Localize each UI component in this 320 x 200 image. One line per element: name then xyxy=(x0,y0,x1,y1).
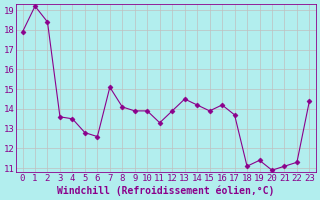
X-axis label: Windchill (Refroidissement éolien,°C): Windchill (Refroidissement éolien,°C) xyxy=(57,185,275,196)
